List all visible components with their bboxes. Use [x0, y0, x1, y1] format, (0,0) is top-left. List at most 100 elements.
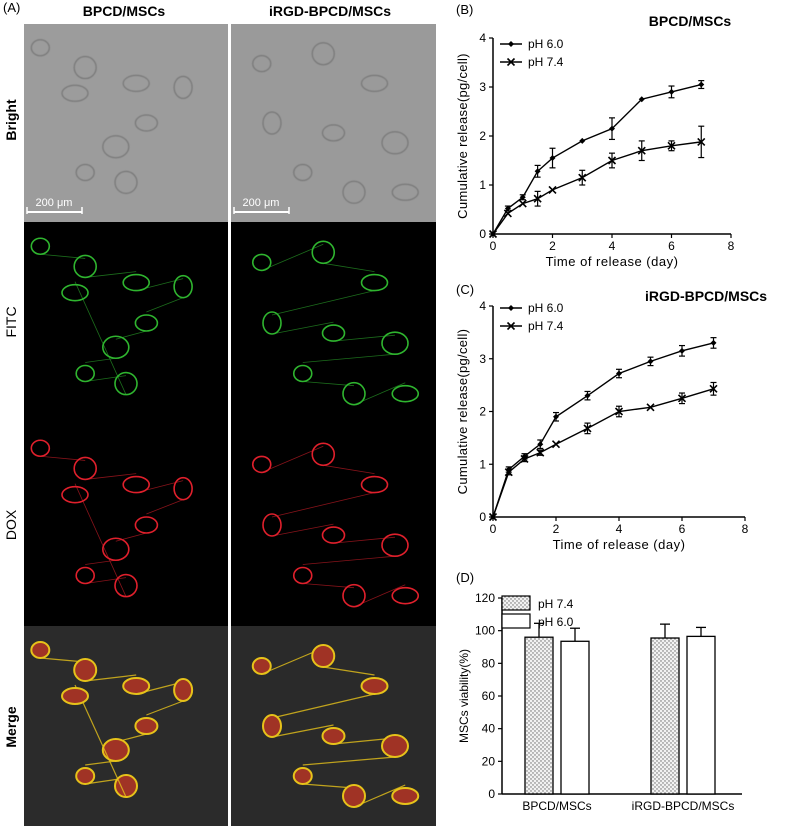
cell-outlines-bright-0: [30, 39, 193, 194]
panel-d-letter: (D): [456, 570, 474, 585]
panel-a-letter: (A): [3, 0, 20, 15]
row-label-merge: Merge: [3, 706, 19, 747]
cell-outlines-merge-1: [251, 644, 420, 808]
x-tick-label: BPCD/MSCs: [522, 799, 591, 813]
bar: [650, 637, 680, 795]
y-tick-label: 2: [479, 129, 486, 143]
series-line-1: [492, 141, 702, 235]
data-point: [549, 155, 556, 162]
data-point: [584, 392, 591, 399]
error-bar: [696, 626, 706, 637]
x-tick-label: 0: [490, 239, 497, 253]
x-tick-label: 6: [679, 522, 686, 536]
panel-a-micrographs: (A) BPCD/MSCs iRGD-BPCD/MSCs Bright FITC…: [3, 0, 436, 826]
x-tick-label: 0: [490, 522, 497, 536]
data-point: [638, 96, 645, 103]
data-point: [518, 199, 527, 208]
y-tick-label: 0: [479, 227, 486, 241]
series-line-0: [492, 342, 714, 518]
legend-entry-1: pH 6.0: [501, 613, 574, 629]
x-axis-label: Time of release (day): [553, 537, 686, 552]
scale-bar-label-bpcd: 200 μm: [36, 197, 73, 209]
y-tick-label: 4: [479, 299, 486, 313]
legend-entry-1: pH 7.4: [500, 55, 564, 69]
data-point: [679, 347, 685, 354]
x-tick-label: 6: [668, 239, 675, 253]
data-point: [578, 173, 587, 182]
chart-d-viability: 0 20 40 60 80 100 120 MSCs viability(%) BPCD/MSC…: [457, 591, 742, 813]
legend-entry-0: pH 6.0: [500, 37, 564, 51]
error-bar: [570, 627, 580, 642]
data-point: [504, 468, 513, 477]
data-point: [668, 88, 675, 95]
y-axis-label: MSCs viability(%): [457, 649, 471, 743]
data-point: [583, 424, 592, 433]
data-point: [710, 339, 717, 346]
y-axis-label: Cumulative release(pg/cell): [455, 53, 470, 219]
data-point: [646, 403, 655, 412]
data-point: [607, 156, 617, 165]
panel-c-letter: (C): [456, 282, 474, 297]
data-point: [533, 194, 542, 203]
panel-b-letter: (B): [456, 2, 473, 17]
y-tick-label: 2: [479, 405, 486, 419]
y-axis-label: Cumulative release(pg/cell): [455, 329, 470, 495]
data-point: [667, 141, 676, 150]
error-bar: [660, 623, 670, 639]
bar: [524, 636, 554, 795]
x-tick-label: 4: [616, 522, 623, 536]
chart-c-release-irgd: 0 1 2 3 4 0 2 4 6 8 Time of release (day) Cumulativ…: [455, 288, 767, 552]
scale-bar-bpcd: 200 μm: [26, 197, 83, 214]
series-line-1: [492, 388, 714, 518]
y-tick-label: 100: [475, 624, 495, 638]
data-point: [637, 146, 646, 155]
data-point: [548, 185, 557, 194]
data-point: [647, 358, 654, 365]
y-tick-label: 0: [488, 787, 495, 801]
data-point: [534, 168, 541, 175]
data-point: [551, 440, 561, 449]
legend-label: pH 7.4: [528, 319, 564, 333]
data-point: [709, 384, 718, 393]
cell-outlines-fitc-1: [251, 240, 420, 406]
x-tick-label: 2: [553, 522, 560, 536]
data-point: [504, 205, 511, 212]
y-tick-label: 1: [479, 457, 486, 471]
y-tick-label: 4: [479, 31, 486, 45]
legend-label: pH 6.0: [538, 615, 574, 629]
column-title-bpcd: BPCD/MSCs: [83, 3, 166, 19]
cell-outlines-dox-0: [30, 439, 193, 598]
data-point: [519, 194, 526, 201]
data-point: [609, 125, 615, 132]
x-tick-label: 4: [609, 239, 616, 253]
cell-outlines-bright-1: [252, 42, 419, 204]
legend-label: pH 6.0: [528, 301, 564, 315]
bar: [560, 640, 590, 795]
data-point: [614, 407, 624, 416]
x-tick-label: iRGD-BPCD/MSCs: [632, 799, 735, 813]
cell-outlines-fitc-0: [30, 237, 193, 396]
legend-label: pH 7.4: [528, 55, 564, 69]
y-tick-label: 1: [479, 178, 486, 192]
legend-entry-0: pH 7.4: [501, 595, 574, 611]
x-axis-label: Time of release (day): [546, 254, 679, 269]
y-tick-label: 40: [482, 722, 496, 736]
micrograph-fitc-dox-bpcd: [24, 222, 228, 626]
y-tick-label: 20: [482, 754, 496, 768]
micrograph-bright-bpcd: [24, 24, 228, 222]
data-point: [536, 448, 545, 457]
row-label-dox: DOX: [3, 509, 19, 540]
data-point: [677, 394, 687, 403]
y-tick-label: 3: [479, 352, 486, 366]
x-tick-label: 8: [742, 522, 749, 536]
error-bar: [534, 622, 544, 638]
data-point: [697, 137, 706, 146]
data-point: [616, 370, 622, 377]
data-point: [520, 454, 529, 464]
legend-label: pH 7.4: [538, 597, 574, 611]
chart-title: BPCD/MSCs: [649, 13, 732, 29]
series-line-0: [492, 83, 702, 235]
data-point: [698, 81, 705, 88]
row-label-fitc: FITC: [3, 306, 19, 337]
